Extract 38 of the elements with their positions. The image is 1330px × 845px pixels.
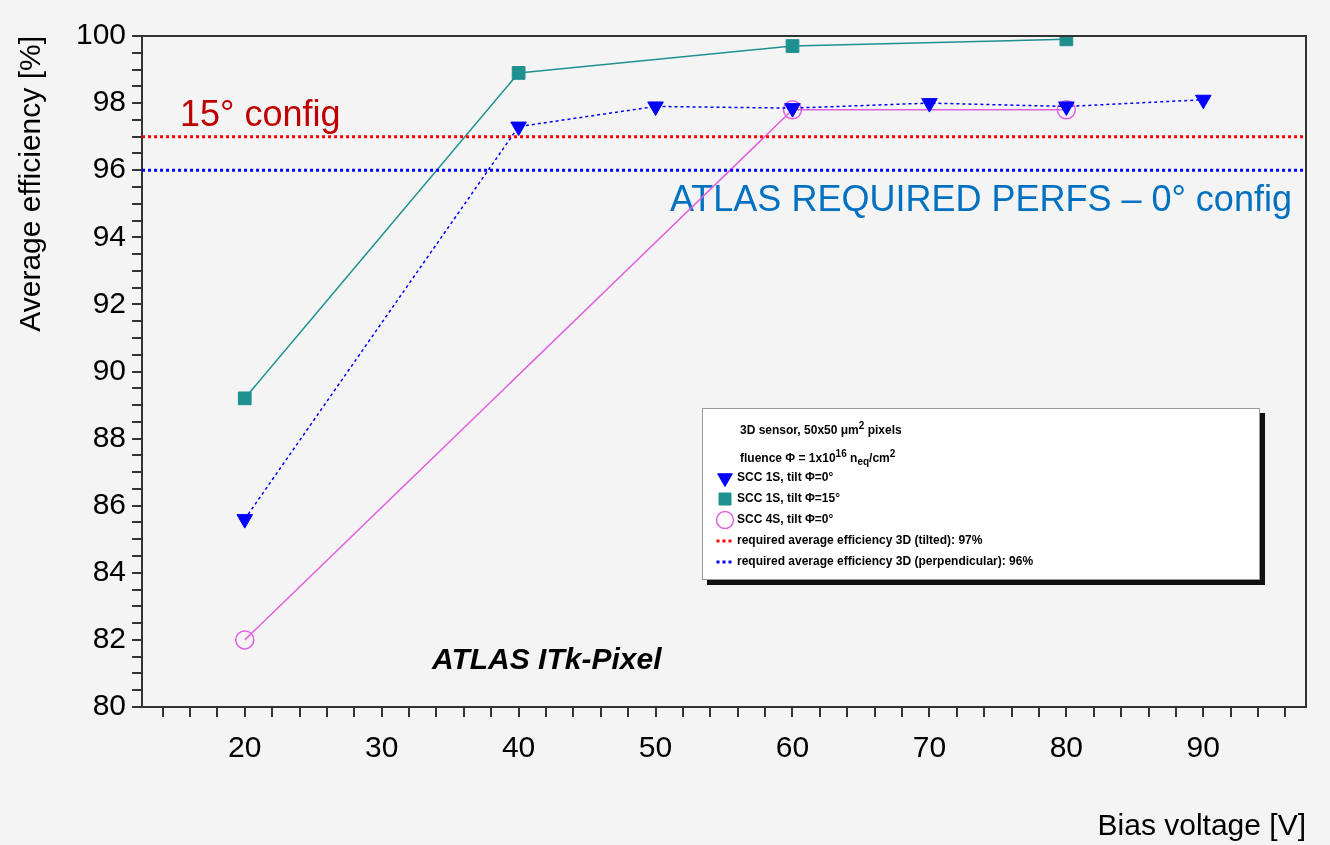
point bbox=[921, 98, 938, 113]
legend-label: SCC 4S, tilt Φ=0° bbox=[737, 512, 834, 527]
y-tick-label: 98 bbox=[92, 84, 127, 118]
x-tick-label: 20 bbox=[228, 730, 262, 764]
x-tick-label: 40 bbox=[501, 730, 536, 764]
x-tick-label: 60 bbox=[775, 730, 810, 764]
legend-label: required average efficiency 3D (tilted): 97% bbox=[737, 533, 983, 548]
text: 3D sensor, 50x50 μm$^{2}$ pixels fluence Φ = 1x10$^{16}$ n$_{eq}$/cm$^{2}$ bbox=[740, 420, 902, 468]
legend-label: SCC 1S, tilt Φ=0° bbox=[737, 470, 834, 485]
point bbox=[235, 630, 255, 650]
y-tick-label: 92 bbox=[92, 285, 127, 319]
y-tick-label: 94 bbox=[92, 218, 127, 252]
point bbox=[236, 514, 254, 529]
y-axis-title: Average efficiency [%] bbox=[13, 36, 47, 332]
x-tick-label: 80 bbox=[1049, 730, 1084, 764]
y-tick-label: 88 bbox=[92, 419, 127, 453]
x-tick-label: 30 bbox=[365, 730, 399, 764]
y-tick-label: 100 bbox=[75, 17, 127, 51]
y-tick-label: 84 bbox=[92, 554, 127, 588]
y-tick-label: 96 bbox=[92, 151, 127, 185]
y-tick-label: 90 bbox=[92, 352, 127, 386]
legend-label: SCC 1S, tilt Φ=15° bbox=[737, 491, 841, 506]
point bbox=[647, 101, 664, 116]
x-tick-label: 50 bbox=[638, 730, 673, 764]
annotation: ATLAS ITk-Pixel bbox=[432, 642, 662, 676]
point bbox=[510, 121, 527, 137]
x-axis-title: Bias voltage [V] bbox=[1097, 808, 1306, 842]
point bbox=[511, 66, 526, 80]
y-tick-label: 82 bbox=[92, 621, 127, 655]
point bbox=[1195, 94, 1212, 110]
y-tick-label: 80 bbox=[92, 688, 127, 722]
x-tick-label: 70 bbox=[912, 730, 947, 764]
y-tick-label: 86 bbox=[92, 486, 127, 520]
point bbox=[785, 39, 800, 53]
point bbox=[237, 391, 252, 406]
x-tick-label: 90 bbox=[1186, 730, 1220, 764]
annotation: 15° config bbox=[180, 92, 341, 135]
legend-label: required average efficiency 3D (perpendicular): 96% bbox=[737, 554, 1034, 569]
